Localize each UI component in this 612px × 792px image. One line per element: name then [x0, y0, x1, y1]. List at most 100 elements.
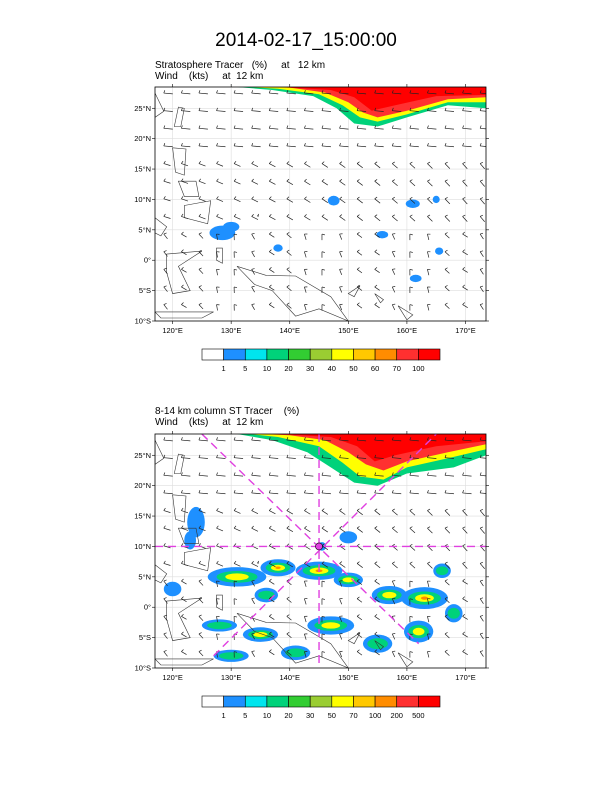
coastline [347, 632, 361, 645]
wind-barb [479, 508, 485, 517]
wind-barb [251, 508, 259, 514]
center-marker [315, 542, 323, 551]
wind-barb [427, 472, 437, 477]
wind-barb [321, 454, 331, 459]
wind-barb [339, 196, 346, 204]
cross-section-line [201, 434, 420, 645]
wind-barb [268, 143, 279, 148]
wind-barb [216, 437, 226, 442]
tracer-patch [409, 274, 422, 283]
wind-barb [286, 525, 294, 532]
colorbar-label: 70 [349, 711, 357, 720]
wind-barb [391, 650, 396, 658]
wind-barb [198, 454, 208, 459]
wind-barb [163, 160, 171, 166]
tracer-patch [447, 607, 460, 619]
colorbar-swatch [418, 695, 441, 708]
wind-barb [216, 161, 224, 167]
wind-barb [233, 525, 241, 532]
wind-barb [198, 507, 206, 514]
wind-barb [427, 598, 431, 605]
wind-barb [356, 437, 367, 442]
wind-barb [268, 90, 279, 95]
tracer-contour [278, 87, 486, 111]
map-panel-2: 25°N 20°N 15°N 10°N 5°N 0° 5°S 10°S 120°E 130°E 14… [134, 431, 489, 720]
wind-barb [216, 543, 224, 549]
wind-barb [163, 632, 168, 639]
wind-barb [427, 304, 431, 311]
wind-barb [216, 454, 226, 459]
wind-barb [304, 615, 308, 623]
wind-barb [479, 437, 486, 441]
colorbar-label: 1 [222, 711, 226, 720]
wind-barb [427, 615, 431, 623]
wind-barb [233, 490, 244, 495]
wind-barb [339, 143, 349, 148]
wind-barb [427, 437, 437, 442]
wind-barb [181, 578, 187, 585]
wind-barb [304, 580, 308, 587]
wind-barb [163, 90, 173, 95]
wind-barb [216, 580, 220, 588]
wind-barb [427, 90, 437, 95]
wind-barb [286, 90, 296, 95]
coastline [155, 217, 168, 237]
wind-barb [233, 196, 241, 203]
wind-barb [251, 454, 261, 459]
wind-barb [321, 580, 325, 588]
wind-barb [321, 161, 329, 168]
wind-barb [356, 125, 367, 130]
wind-barb [444, 490, 454, 495]
map-frame [154, 86, 487, 322]
lon-tick-label: 140°E [279, 673, 300, 682]
wind-barb [391, 633, 396, 640]
wind-barb [479, 544, 485, 552]
colorbar-label: 1 [222, 364, 226, 373]
wind-barb [391, 107, 402, 112]
wind-barb [374, 614, 380, 621]
wind-barb [181, 107, 191, 112]
wind-barb [427, 214, 433, 222]
wind-barb [321, 508, 329, 515]
wind-barb [409, 233, 413, 241]
wind-barb [462, 561, 468, 569]
wind-barb [392, 196, 398, 204]
wind-barb [339, 268, 343, 276]
wind-barb [233, 472, 244, 477]
wind-barb [216, 633, 220, 640]
wind-barb [233, 286, 238, 293]
wind-barb [356, 161, 363, 169]
wind-barb [339, 650, 343, 658]
wind-barb [286, 596, 292, 603]
wind-barb [216, 90, 226, 95]
colorbar-label: 100 [369, 711, 382, 720]
wind-barb [269, 302, 275, 309]
wind-barb [462, 143, 472, 148]
wind-barb [356, 649, 363, 656]
wind-barb [286, 561, 294, 568]
wind-barb [251, 107, 261, 112]
wind-barb [356, 107, 367, 112]
wind-barb [269, 614, 275, 620]
wind-barb [462, 302, 468, 308]
wind-barb [462, 596, 468, 603]
wind-barb [163, 597, 168, 604]
wind-barb [462, 107, 472, 112]
wind-barb [427, 580, 431, 587]
wind-barb [321, 651, 325, 658]
wind-barb [374, 526, 381, 533]
wind-barb [374, 107, 384, 112]
colorbar-swatch [288, 695, 311, 708]
wind-barb [427, 197, 433, 204]
wind-barb [216, 472, 226, 477]
wind-barb [233, 437, 244, 442]
wind-barb [251, 490, 261, 495]
wind-barb [462, 578, 468, 585]
wind-barb [427, 125, 437, 130]
wind-barb [251, 437, 261, 442]
wind-barb [163, 303, 168, 310]
wind-barb [374, 649, 380, 656]
wind-barb [198, 285, 204, 292]
wind-barb [409, 196, 416, 204]
wind-barb [216, 286, 220, 293]
